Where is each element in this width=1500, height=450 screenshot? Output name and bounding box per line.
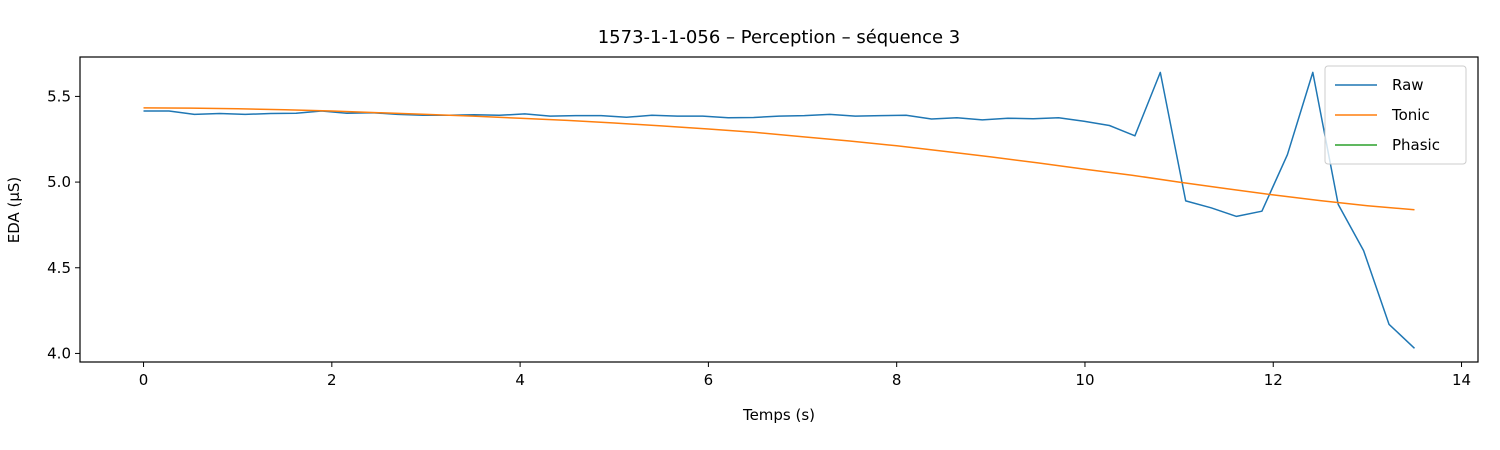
legend-frame: [1324, 65, 1467, 165]
y-tick-label: 5.0: [47, 173, 71, 191]
series-line-raw: [143, 71, 1416, 349]
legend: Raw Tonic Phasic: [1324, 65, 1467, 165]
series-line-tonic: [143, 107, 1415, 211]
legend-label-raw: Raw: [1392, 76, 1424, 94]
y-axis-label: EDA (µS): [5, 177, 23, 244]
x-tick-label: 14: [1452, 371, 1471, 389]
y-tick-label: 5.5: [47, 87, 71, 105]
plot-area: [143, 71, 1416, 349]
x-tick-label: 10: [1075, 371, 1094, 389]
x-tick-label: 12: [1264, 371, 1283, 389]
x-axis-label: Temps (s): [742, 406, 815, 424]
y-tick-label: 4.5: [47, 259, 71, 277]
x-axis: 0 2 4 6 8 10 12 14: [139, 362, 1471, 389]
chart-title: 1573-1-1-056 – Perception – séquence 3: [598, 27, 961, 48]
legend-label-phasic: Phasic: [1392, 136, 1440, 154]
legend-label-tonic: Tonic: [1391, 106, 1430, 124]
y-tick-label: 4.0: [47, 344, 71, 362]
y-axis: 4.0 4.5 5.0 5.5: [47, 87, 80, 362]
x-tick-label: 0: [139, 371, 149, 389]
x-tick-label: 4: [515, 371, 525, 389]
x-tick-label: 8: [892, 371, 902, 389]
x-tick-label: 2: [327, 371, 337, 389]
x-tick-label: 6: [704, 371, 714, 389]
plot-frame: [79, 56, 1479, 363]
